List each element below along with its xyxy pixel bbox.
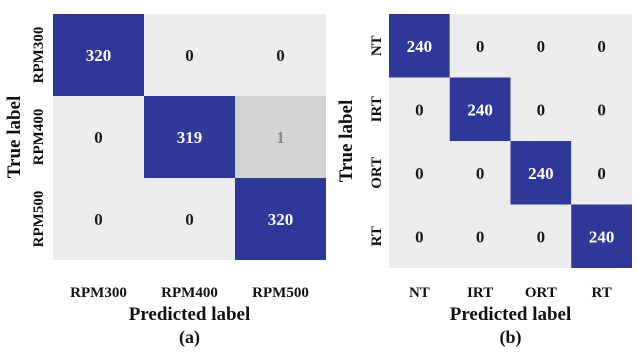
cell-value-label: 319 <box>177 128 203 147</box>
matrix-cell <box>235 178 326 260</box>
matrix-cell <box>235 96 326 178</box>
x-tick-label: RPM400 <box>161 285 218 301</box>
matrix-cell <box>571 77 632 141</box>
matrix-cell <box>389 14 450 78</box>
matrix-cell <box>449 77 511 141</box>
cell-value-label: 0 <box>476 164 485 183</box>
panel-a-cells <box>53 14 326 260</box>
matrix-cell <box>571 14 632 78</box>
cell-value-label: 1 <box>276 128 285 147</box>
matrix-cell <box>510 14 572 78</box>
matrix-cell <box>53 96 144 178</box>
y-tick-label: IRT <box>369 96 385 122</box>
cell-value-label: 0 <box>415 100 424 119</box>
cell-value-label: 240 <box>407 37 433 56</box>
panel-a-y-ticks: RPM300 RPM400 RPM500 <box>31 27 47 248</box>
matrix-cell <box>389 141 450 205</box>
cell-value-label: 0 <box>185 210 194 229</box>
cell-value-label: 240 <box>528 164 554 183</box>
matrix-cell <box>53 14 144 96</box>
panel-b-cell-labels: 240 0 0 0 0 240 0 0 0 0 240 0 0 0 0 240 <box>407 37 615 247</box>
matrix-cell <box>144 14 235 96</box>
matrix-cell <box>510 77 572 141</box>
matrix-cell <box>571 141 632 205</box>
cell-value-label: 0 <box>537 100 546 119</box>
matrix-cell <box>449 204 511 268</box>
panel-b-y-ticks: NT IRT ORT RT <box>369 35 385 246</box>
x-tick-label: RT <box>591 285 611 301</box>
cell-value-label: 240 <box>589 227 615 246</box>
cell-value-label: 0 <box>597 164 606 183</box>
cell-value-label: 0 <box>185 46 194 65</box>
cell-value-label: 0 <box>537 227 546 246</box>
x-tick-label: ORT <box>525 285 557 301</box>
panel-a-x-ticks: RPM300 RPM400 RPM500 <box>70 285 309 301</box>
cell-value-label: 0 <box>597 37 606 56</box>
x-tick-label: IRT <box>467 285 493 301</box>
x-tick-label: RPM500 <box>252 285 309 301</box>
y-tick-label: NT <box>369 35 385 56</box>
panel-a-caption: (a) <box>179 327 200 348</box>
y-tick-label: RPM400 <box>31 109 47 166</box>
cell-value-label: 0 <box>276 46 285 65</box>
cell-value-label: 0 <box>415 227 424 246</box>
matrix-cell <box>144 178 235 260</box>
matrix-cell <box>144 96 235 178</box>
x-tick-label: RPM300 <box>70 285 127 301</box>
panel-b-x-axis-title: Predicted label <box>450 304 572 325</box>
cell-value-label: 0 <box>597 100 606 119</box>
matrix-cell <box>449 14 511 78</box>
matrix-cell <box>510 141 572 205</box>
y-tick-label: RT <box>369 226 385 246</box>
cell-value-label: 320 <box>268 210 294 229</box>
panel-b: 240 0 0 0 0 240 0 0 0 0 240 0 0 0 0 240 NT IRT ORT RT NT IR… <box>336 14 632 348</box>
matrix-cell <box>449 141 511 205</box>
y-tick-label: RPM500 <box>31 191 47 248</box>
matrix-cell <box>235 14 326 96</box>
cell-value-label: 320 <box>86 46 112 65</box>
panel-b-x-ticks: NT IRT ORT RT <box>409 285 612 301</box>
y-tick-label: ORT <box>369 157 385 189</box>
matrix-cell <box>510 204 572 268</box>
matrix-cell <box>389 204 450 268</box>
cell-value-label: 0 <box>94 128 103 147</box>
cell-value-label: 0 <box>415 164 424 183</box>
x-tick-label: NT <box>409 285 430 301</box>
cell-value-label: 0 <box>476 37 485 56</box>
panel-a-cell-labels: 320 0 0 0 319 1 0 0 320 <box>86 46 294 229</box>
panel-b-y-axis-title: True label <box>336 100 357 183</box>
y-tick-label: RPM300 <box>31 27 47 84</box>
panel-a: 320 0 0 0 319 1 0 0 320 RPM300 RPM400 RPM500 RPM30… <box>4 14 326 348</box>
panel-b-caption: (b) <box>500 327 522 348</box>
cell-value-label: 0 <box>94 210 103 229</box>
cell-value-label: 0 <box>476 227 485 246</box>
panel-a-y-axis-title: True label <box>4 96 25 179</box>
matrix-cell <box>571 204 632 268</box>
matrix-cell <box>389 77 450 141</box>
panel-b-cells <box>389 14 632 268</box>
matrix-cell <box>53 178 144 260</box>
panel-a-x-axis-title: Predicted label <box>129 304 251 325</box>
cell-value-label: 0 <box>537 37 546 56</box>
cell-value-label: 240 <box>467 100 493 119</box>
